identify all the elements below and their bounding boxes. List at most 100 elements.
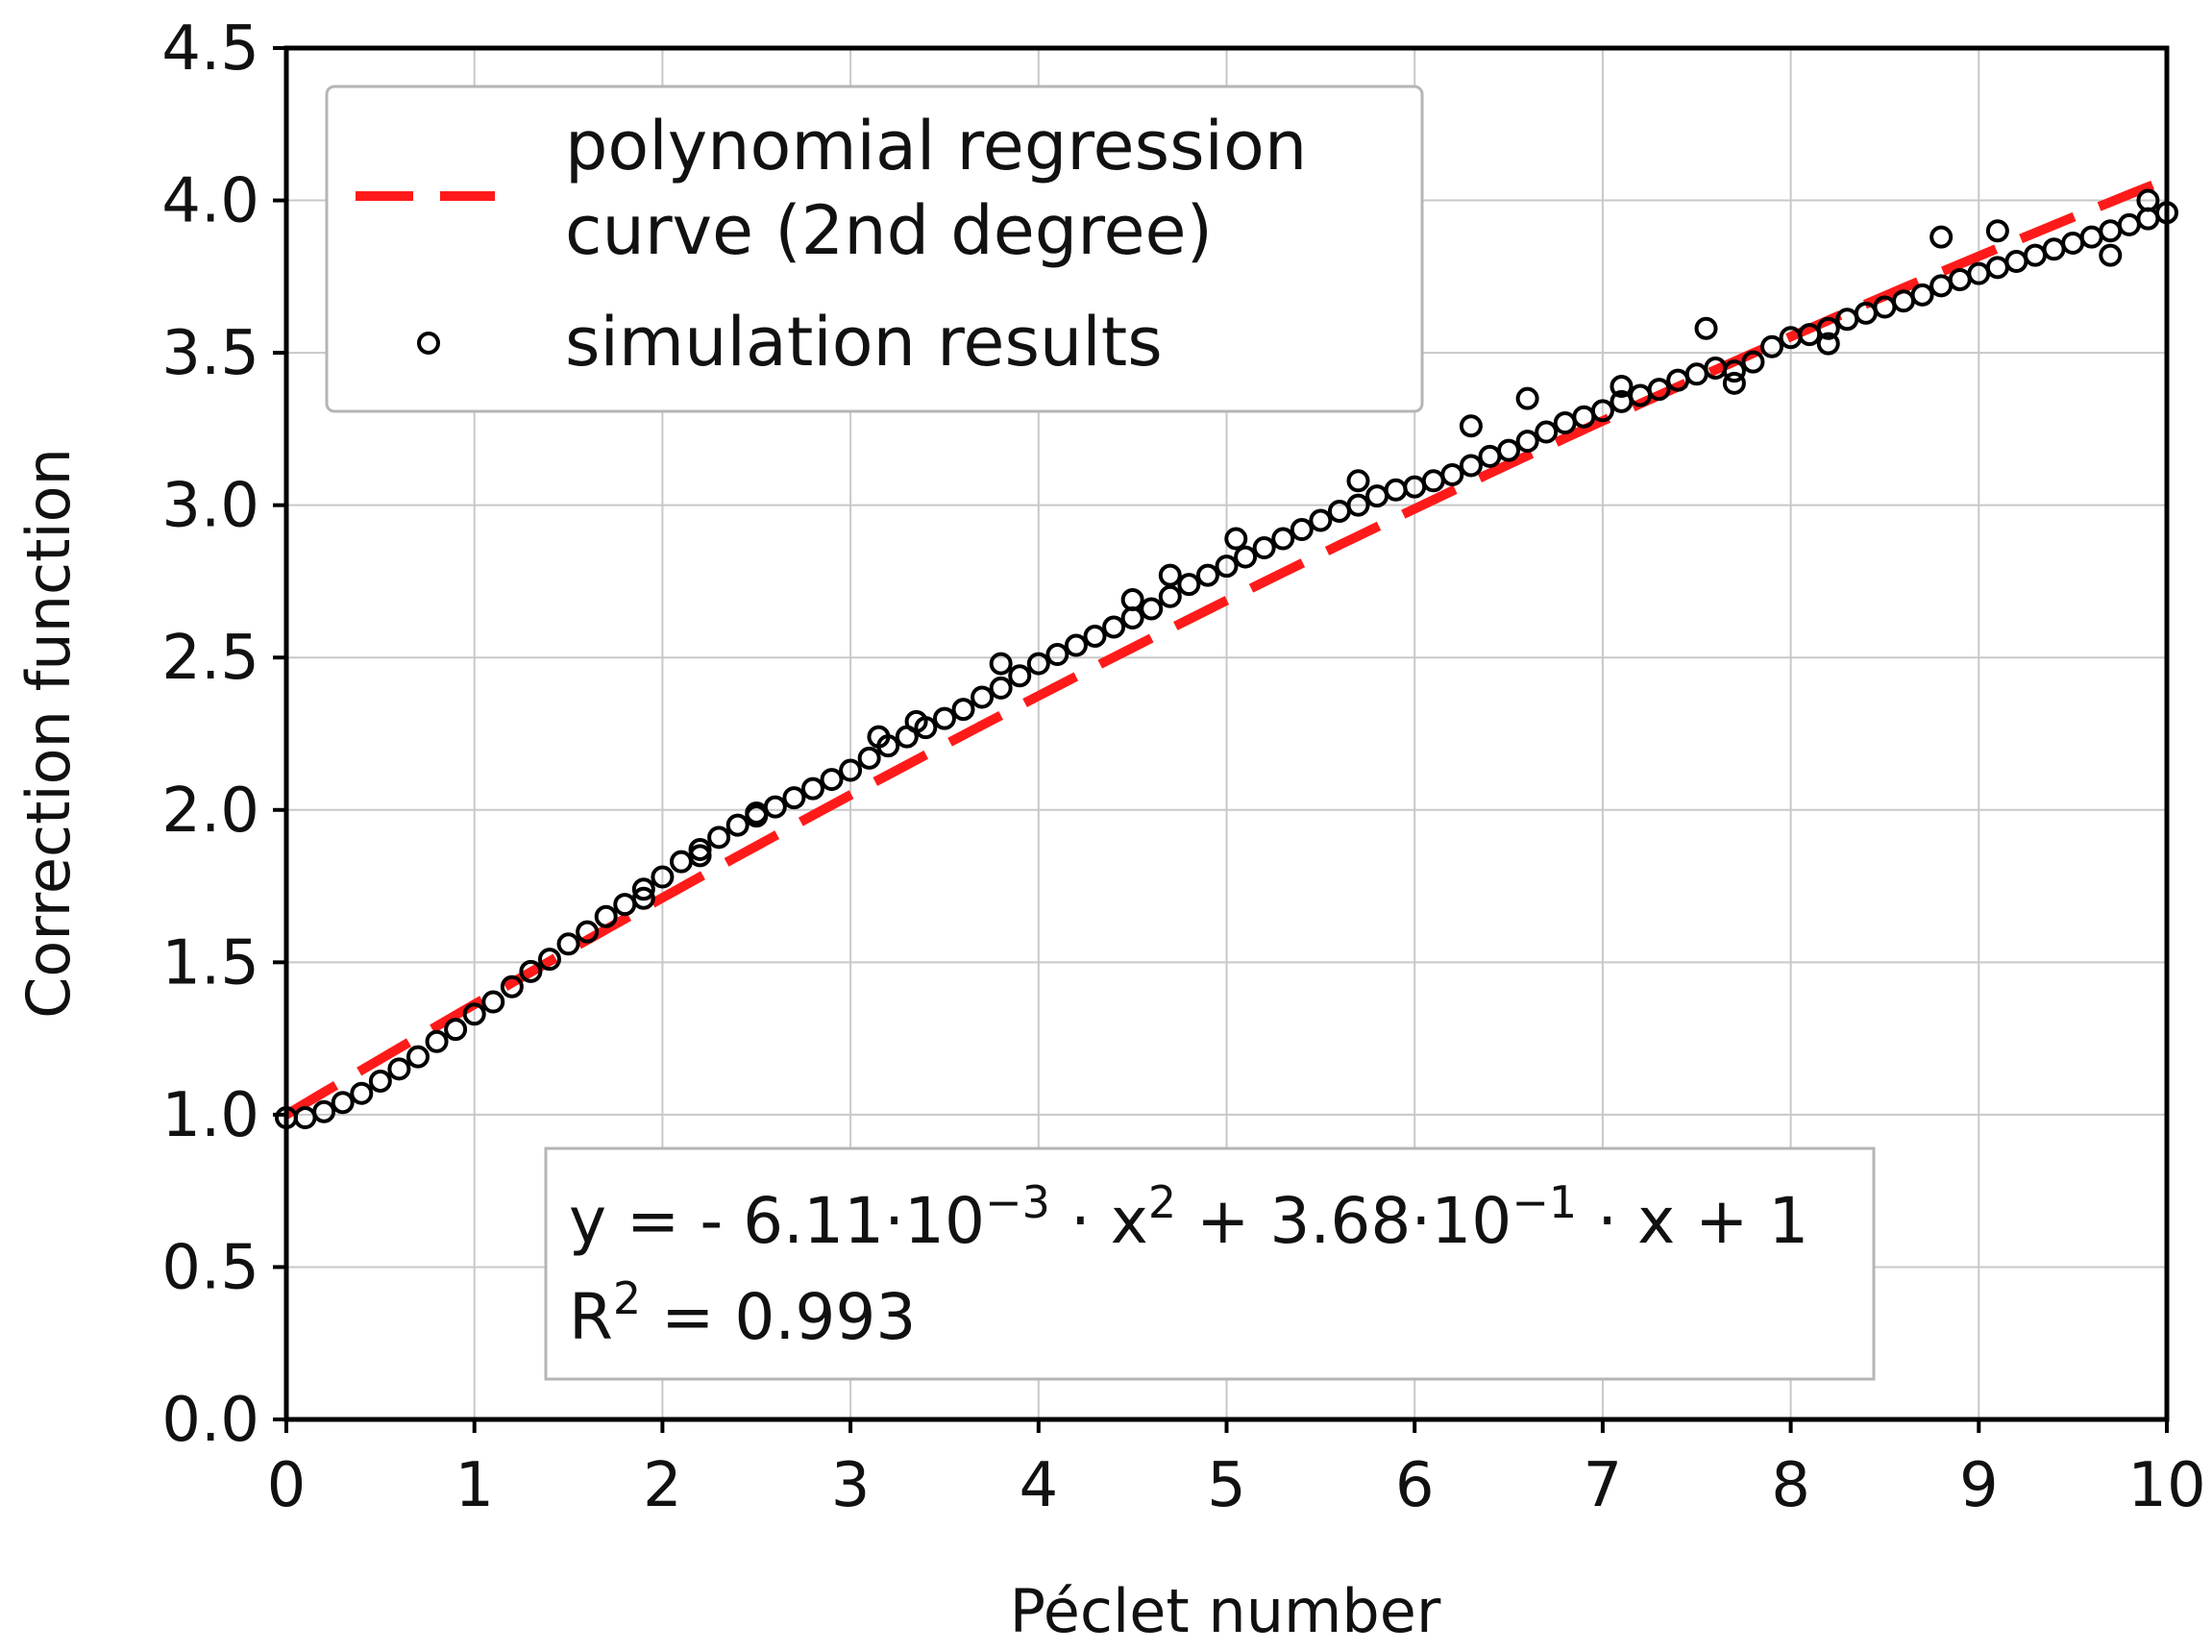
- y-tick-label: 2.5: [161, 623, 259, 694]
- data-point: [725, 813, 750, 837]
- x-tick-label: 4: [1019, 1450, 1058, 1521]
- data-point: [1120, 605, 1144, 629]
- data-point: [1158, 563, 1182, 587]
- data-point: [989, 676, 1013, 700]
- data-point: [631, 886, 655, 910]
- data-point: [537, 948, 561, 972]
- data-point: [2099, 243, 2123, 267]
- data-point: [1195, 563, 1219, 587]
- eq-lhs: y = - 6.11·10: [569, 1184, 985, 1258]
- data-point: [688, 844, 712, 868]
- data-point: [1929, 274, 1954, 298]
- data-point: [763, 795, 787, 819]
- data-point: [1459, 414, 1483, 438]
- data-point: [519, 959, 543, 983]
- data-point: [1120, 587, 1144, 611]
- y-tick-label: 0.0: [161, 1385, 259, 1456]
- data-point: [857, 746, 881, 770]
- data-point: [368, 1070, 392, 1094]
- data-point: [1102, 615, 1126, 639]
- y-tick-label: 2.0: [161, 776, 259, 847]
- data-point: [2061, 231, 2085, 255]
- data-point: [2079, 225, 2103, 249]
- legend-marker-swatch: [417, 332, 440, 355]
- equation-annotation: y = - 6.11·10−3 · x2 + 3.68·10−1 · x + 1…: [544, 1147, 1876, 1381]
- data-point: [1497, 438, 1521, 462]
- data-point: [1535, 420, 1559, 444]
- x-tick-label: 5: [1207, 1450, 1246, 1521]
- y-tick-label: 4.5: [161, 13, 259, 85]
- regression-equation: y = - 6.11·10−3 · x2 + 3.68·10−1 · x + 1: [569, 1176, 1808, 1258]
- x-tick-label: 10: [2127, 1450, 2205, 1521]
- data-point: [1158, 584, 1182, 608]
- data-point: [1008, 664, 1032, 688]
- data-point: [1252, 536, 1276, 560]
- x-tick-label: 7: [1584, 1450, 1623, 1521]
- y-tick-label: 3.5: [161, 318, 259, 389]
- data-point: [1760, 334, 1784, 358]
- data-point: [1684, 362, 1708, 386]
- legend-simulation-label: simulation results: [565, 303, 1163, 382]
- data-point: [1083, 625, 1107, 649]
- data-point: [1440, 462, 1464, 486]
- y-tick-label: 4.0: [161, 166, 259, 237]
- data-point: [631, 877, 655, 901]
- data-point: [576, 920, 600, 944]
- data-point: [1215, 555, 1239, 579]
- data-point: [1459, 454, 1483, 478]
- data-point: [867, 725, 891, 749]
- y-axis-title: Correction function: [13, 448, 84, 1019]
- data-point: [1590, 399, 1614, 423]
- r-squared: R2 = 0.993: [569, 1272, 916, 1354]
- x-tick-label: 6: [1395, 1450, 1435, 1521]
- eq-rhs: · x + 1: [1577, 1184, 1808, 1258]
- data-point: [820, 768, 844, 792]
- data-point: [800, 777, 824, 801]
- data-point: [745, 801, 769, 825]
- data-point: [1177, 573, 1201, 597]
- data-point: [1045, 643, 1069, 667]
- axis-ticks: 0 1 2 3 4 5 6 7 8 9 10 0.0 0.5 1.0 1.5 2.0 2.5 3.0 3.5 4.0 4…: [161, 13, 2206, 1521]
- data-point: [481, 990, 505, 1014]
- data-point: [1224, 527, 1248, 551]
- y-tick-label: 1.5: [161, 927, 259, 999]
- data-point: [1741, 350, 1765, 374]
- data-point: [500, 974, 524, 999]
- r2-exp: 2: [613, 1272, 641, 1324]
- data-point: [1478, 444, 1502, 468]
- data-point: [1572, 405, 1596, 429]
- data-point: [1985, 256, 2009, 280]
- data-point: [1553, 411, 1577, 435]
- eq-mid2: + 3.68·10: [1176, 1184, 1512, 1258]
- equation-box: [544, 1147, 1876, 1381]
- data-point: [1365, 484, 1389, 508]
- y-tick-label: 0.5: [161, 1232, 259, 1303]
- y-tick-label: 3.0: [161, 471, 259, 542]
- data-point: [1384, 478, 1408, 502]
- data-point: [1985, 219, 2009, 243]
- data-point: [2024, 243, 2048, 267]
- legend-fit-label-line1: polynomial regression: [565, 107, 1307, 185]
- data-point: [951, 698, 975, 722]
- x-tick-label: 1: [455, 1450, 494, 1521]
- data-point: [1234, 545, 1258, 569]
- y-tick-label: 1.0: [161, 1080, 259, 1151]
- data-point: [1421, 469, 1445, 493]
- data-point: [651, 865, 675, 889]
- r2-rest: = 0.993: [641, 1280, 916, 1354]
- data-point: [1910, 283, 1934, 307]
- x-axis-title: Péclet number: [1010, 1576, 1441, 1646]
- r2-base: R: [569, 1280, 613, 1354]
- data-point: [2117, 212, 2141, 236]
- legend-fit-label-line2: curve (2nd degree): [565, 191, 1213, 270]
- data-point: [782, 786, 806, 810]
- data-point: [1309, 508, 1333, 532]
- data-point: [707, 826, 731, 850]
- eq-exp1: −3: [985, 1176, 1050, 1228]
- data-point: [444, 1018, 468, 1042]
- data-point: [1948, 268, 1972, 292]
- data-point: [1816, 316, 1840, 340]
- data-point: [669, 850, 693, 874]
- legend: polynomial regression curve (2nd degree)…: [325, 85, 1424, 413]
